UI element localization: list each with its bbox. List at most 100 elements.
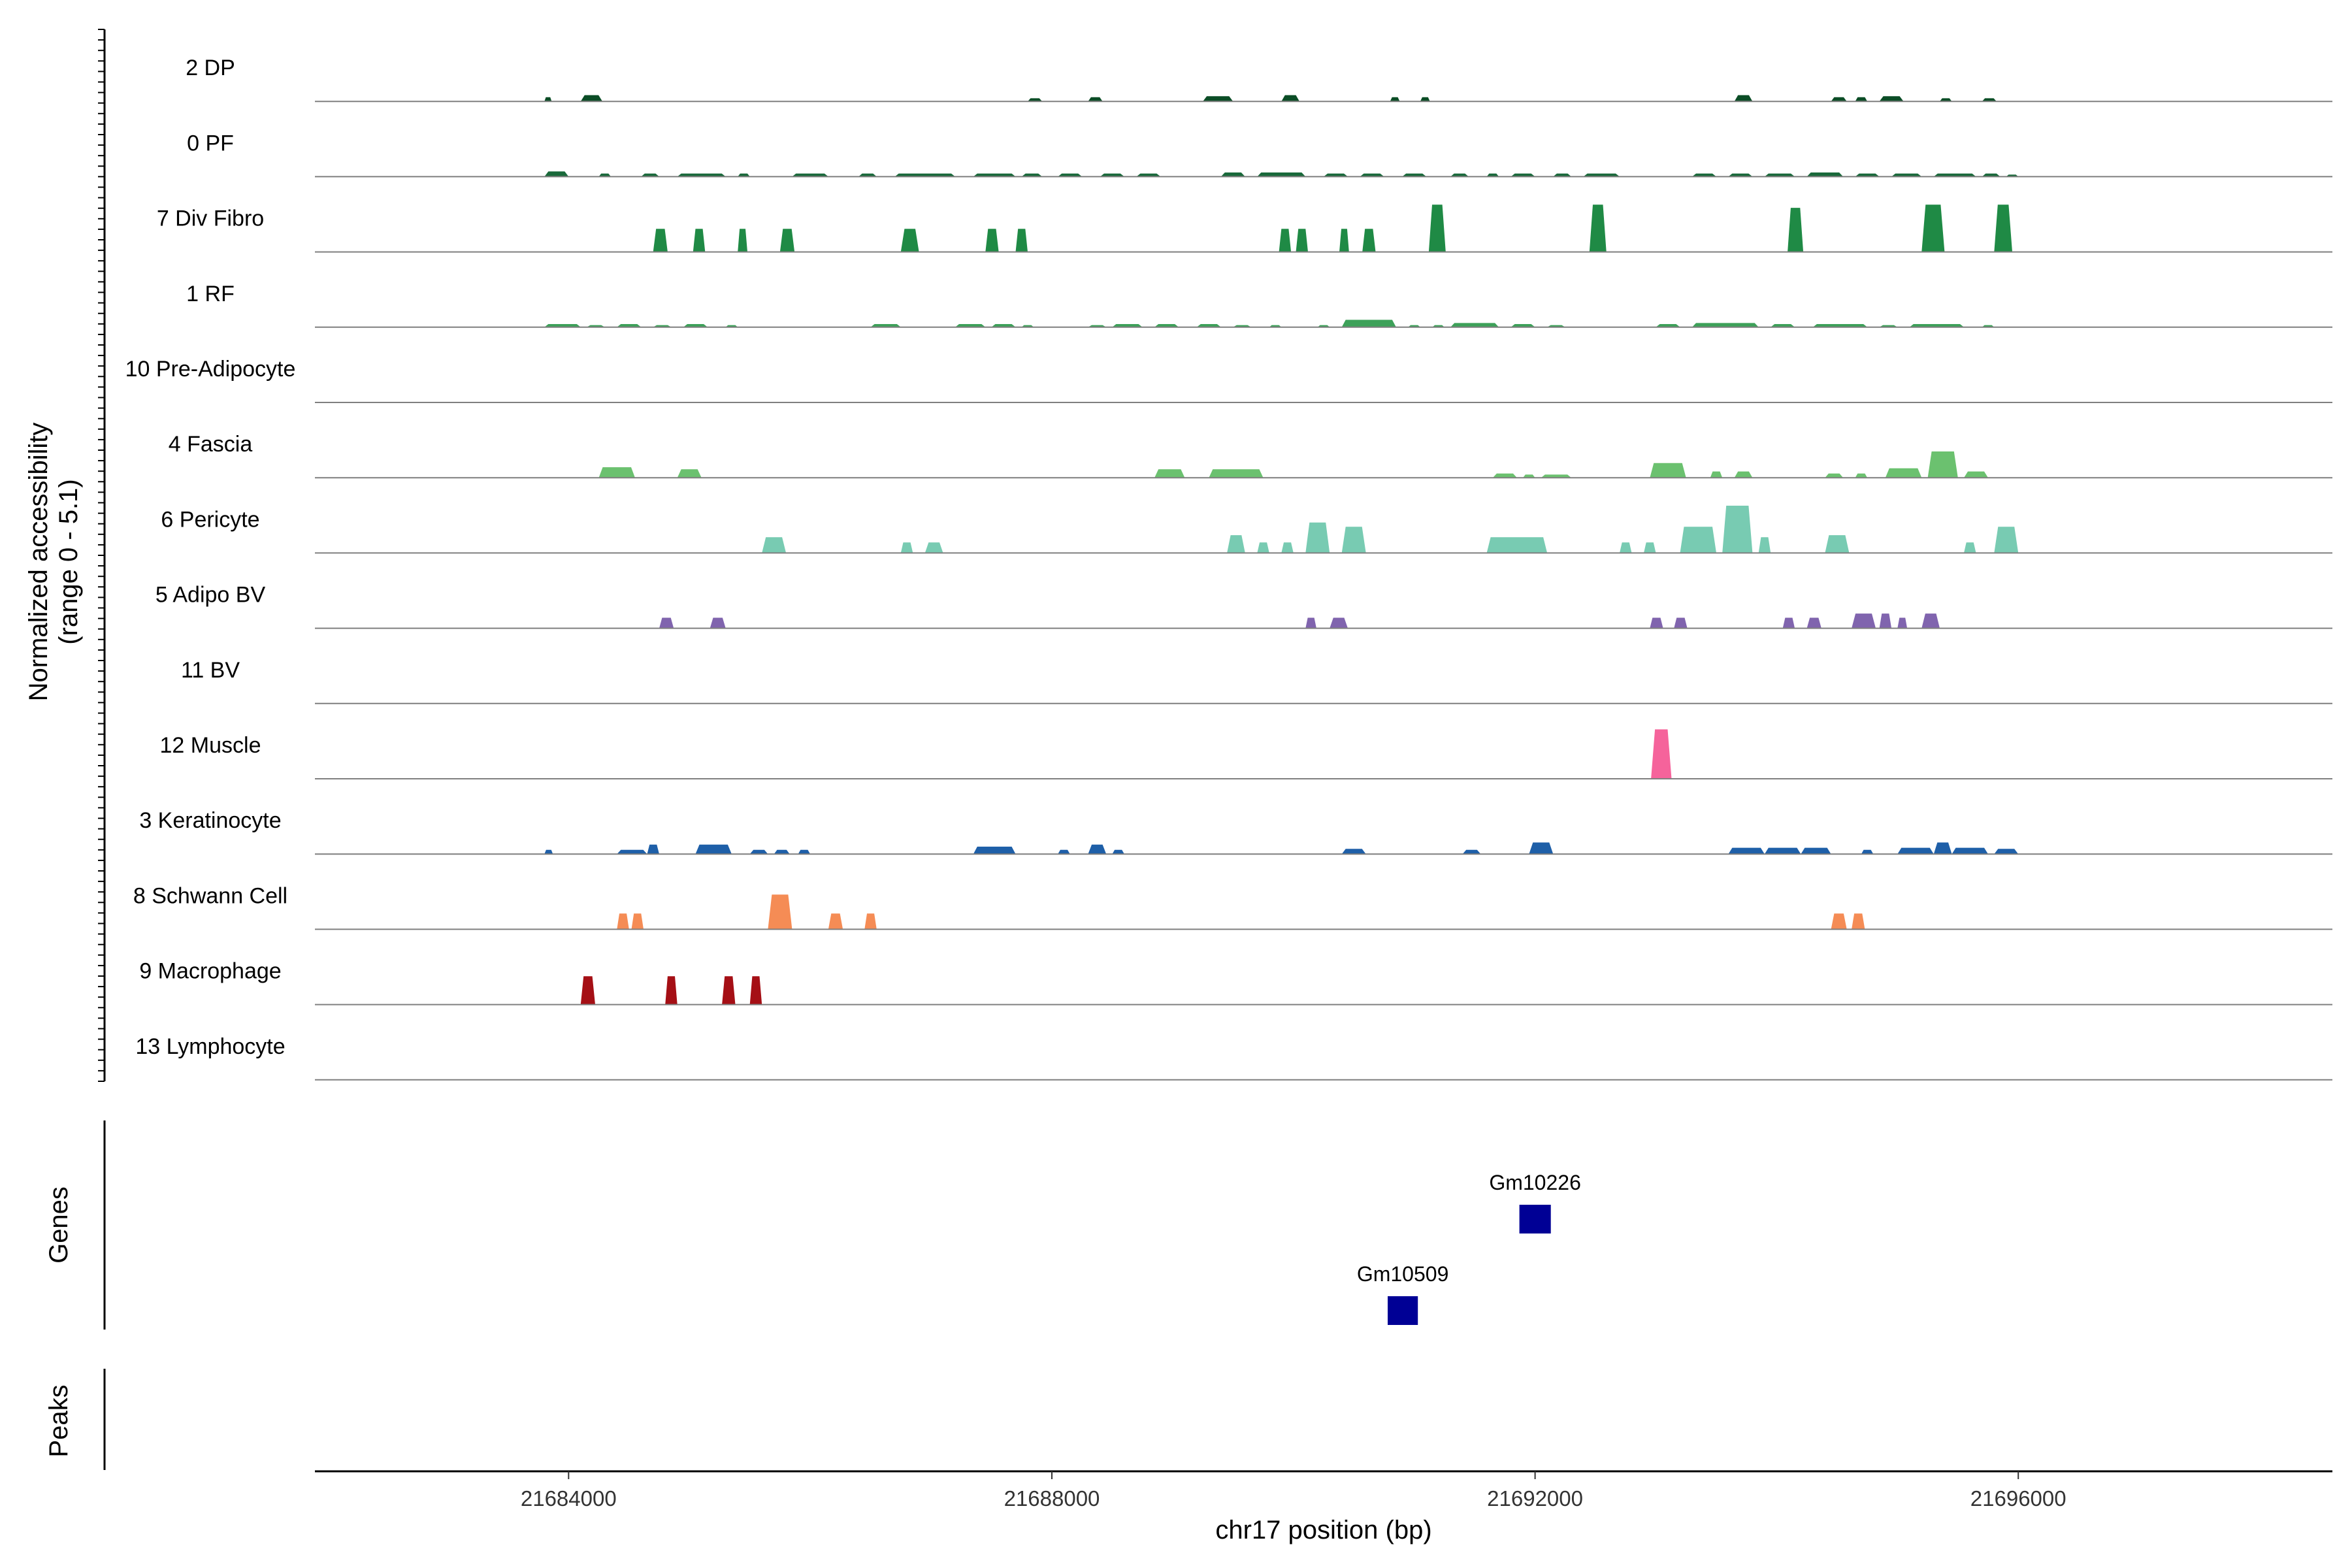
accessibility-peak	[710, 617, 726, 629]
accessibility-peak	[1722, 506, 1753, 553]
track: 1 RF	[186, 282, 2332, 328]
track-label: 3 Keratinocyte	[139, 808, 281, 833]
accessibility-peak	[1728, 847, 1765, 855]
track-label: 7 Div Fibro	[157, 206, 264, 231]
accessibility-peak	[677, 469, 702, 478]
accessibility-peak	[973, 173, 1016, 177]
accessibility-peak	[1825, 535, 1850, 553]
track: 8 Schwann Cell	[133, 883, 2332, 930]
accessibility-peak	[738, 173, 750, 177]
accessibility-peak	[1015, 229, 1028, 252]
y-axis	[98, 29, 106, 1082]
accessibility-peak	[1021, 173, 1043, 177]
accessibility-peak	[1154, 469, 1185, 478]
accessibility-peak	[1831, 913, 1847, 930]
track-label: 2 DP	[186, 56, 235, 80]
accessibility-peak	[924, 542, 943, 553]
accessibility-peak	[1806, 617, 1821, 629]
track-label: 13 Lymphocyte	[135, 1034, 285, 1059]
gene-label: Gm10226	[1489, 1171, 1581, 1194]
accessibility-peak	[1428, 204, 1446, 252]
accessibility-peak	[1112, 849, 1124, 855]
track-label: 6 Pericyte	[161, 507, 259, 532]
gene-body	[1519, 1205, 1551, 1233]
accessibility-peak	[749, 976, 762, 1005]
track-label: 10 Pre-Adipocyte	[125, 357, 296, 382]
accessibility-peak	[1644, 542, 1656, 553]
accessibility-peak	[1897, 847, 1934, 855]
accessibility-peak	[1861, 849, 1874, 855]
track-label: 4 Fascia	[169, 432, 253, 457]
accessibility-peak	[1196, 324, 1221, 327]
accessibility-peak	[1782, 617, 1795, 629]
accessibility-peak	[1651, 729, 1672, 779]
accessibility-peak	[1734, 95, 1753, 102]
accessibility-peak	[1450, 173, 1469, 177]
accessibility-peak	[762, 537, 787, 553]
accessibility-peak	[1964, 542, 1976, 553]
accessibility-peak	[1710, 471, 1723, 478]
track-label: 12 Muscle	[160, 733, 261, 758]
accessibility-peak	[631, 913, 644, 930]
track: 4 Fascia	[169, 432, 2332, 479]
accessibility-peak	[1486, 173, 1499, 177]
accessibility-peak	[1154, 324, 1179, 327]
gene: Gm10509	[1357, 1262, 1448, 1325]
gene-body	[1388, 1296, 1418, 1325]
accessibility-peak	[544, 849, 553, 855]
accessibility-peak	[738, 229, 747, 252]
accessibility-peak	[1933, 173, 1976, 177]
accessibility-peak	[665, 976, 678, 1005]
accessibility-peak	[1927, 451, 1958, 478]
accessibility-peak	[1136, 173, 1161, 177]
accessibility-peak	[1764, 847, 1801, 855]
track: 10 Pre-Adipocyte	[125, 357, 2332, 403]
track-label: 0 PF	[187, 131, 234, 155]
accessibility-peak	[1339, 229, 1349, 252]
accessibility-peak	[1257, 542, 1269, 553]
accessibility-peak	[647, 844, 659, 855]
accessibility-peak	[1450, 323, 1499, 327]
accessibility-peak	[1982, 98, 1997, 102]
accessibility-peak	[900, 542, 913, 553]
accessibility-peak	[1390, 97, 1400, 102]
accessibility-peak	[1209, 469, 1264, 478]
accessibility-peak	[1855, 173, 1880, 177]
accessibility-peak	[1852, 913, 1865, 930]
accessibility-peak	[894, 173, 955, 177]
accessibility-peak	[580, 95, 603, 102]
accessibility-peak	[828, 913, 843, 930]
accessibility-peak	[598, 173, 611, 177]
accessibility-peak	[1825, 473, 1844, 478]
gene: Gm10226	[1489, 1171, 1581, 1233]
track-label: 11 BV	[181, 658, 240, 683]
accessibility-peak	[1227, 535, 1245, 553]
accessibility-peak	[1281, 95, 1299, 102]
accessibility-peak	[1112, 324, 1143, 327]
accessibility-peak	[1100, 173, 1124, 177]
x-axis-ticks: 21684000 21688000 21692000 21696000	[521, 1471, 2066, 1511]
accessibility-peak	[1028, 98, 1043, 102]
accessibility-peak	[1891, 173, 1922, 177]
accessibility-peak	[1788, 208, 1804, 252]
track: 11 BV	[181, 658, 2332, 704]
accessibility-peak	[1728, 173, 1753, 177]
accessibility-peak	[653, 229, 668, 252]
genes-panel-title: Genes	[44, 1186, 73, 1264]
accessibility-peak	[1341, 849, 1366, 855]
y-axis-title-line2: (range 0 - 5.1)	[54, 479, 83, 644]
accessibility-peak	[695, 844, 732, 855]
accessibility-peak	[677, 173, 726, 177]
accessibility-peak	[1341, 319, 1396, 327]
x-axis-title: chr17 position (bp)	[1215, 1516, 1431, 1544]
track-label: 9 Macrophage	[139, 959, 281, 984]
accessibility-peak	[598, 467, 635, 478]
accessibility-peak	[1921, 204, 1945, 252]
accessibility-peak	[1952, 847, 1988, 855]
track: 7 Div Fibro	[157, 204, 2332, 253]
accessibility-peak	[1680, 527, 1716, 553]
tracks: 2 DP 0 PF 7 Div Fibro 1 RF 10 Pre-Adipocyte 4…	[125, 56, 2332, 1081]
accessibility-peak	[1734, 471, 1753, 478]
accessibility-peak	[768, 894, 792, 930]
accessibility-peak	[1058, 849, 1070, 855]
